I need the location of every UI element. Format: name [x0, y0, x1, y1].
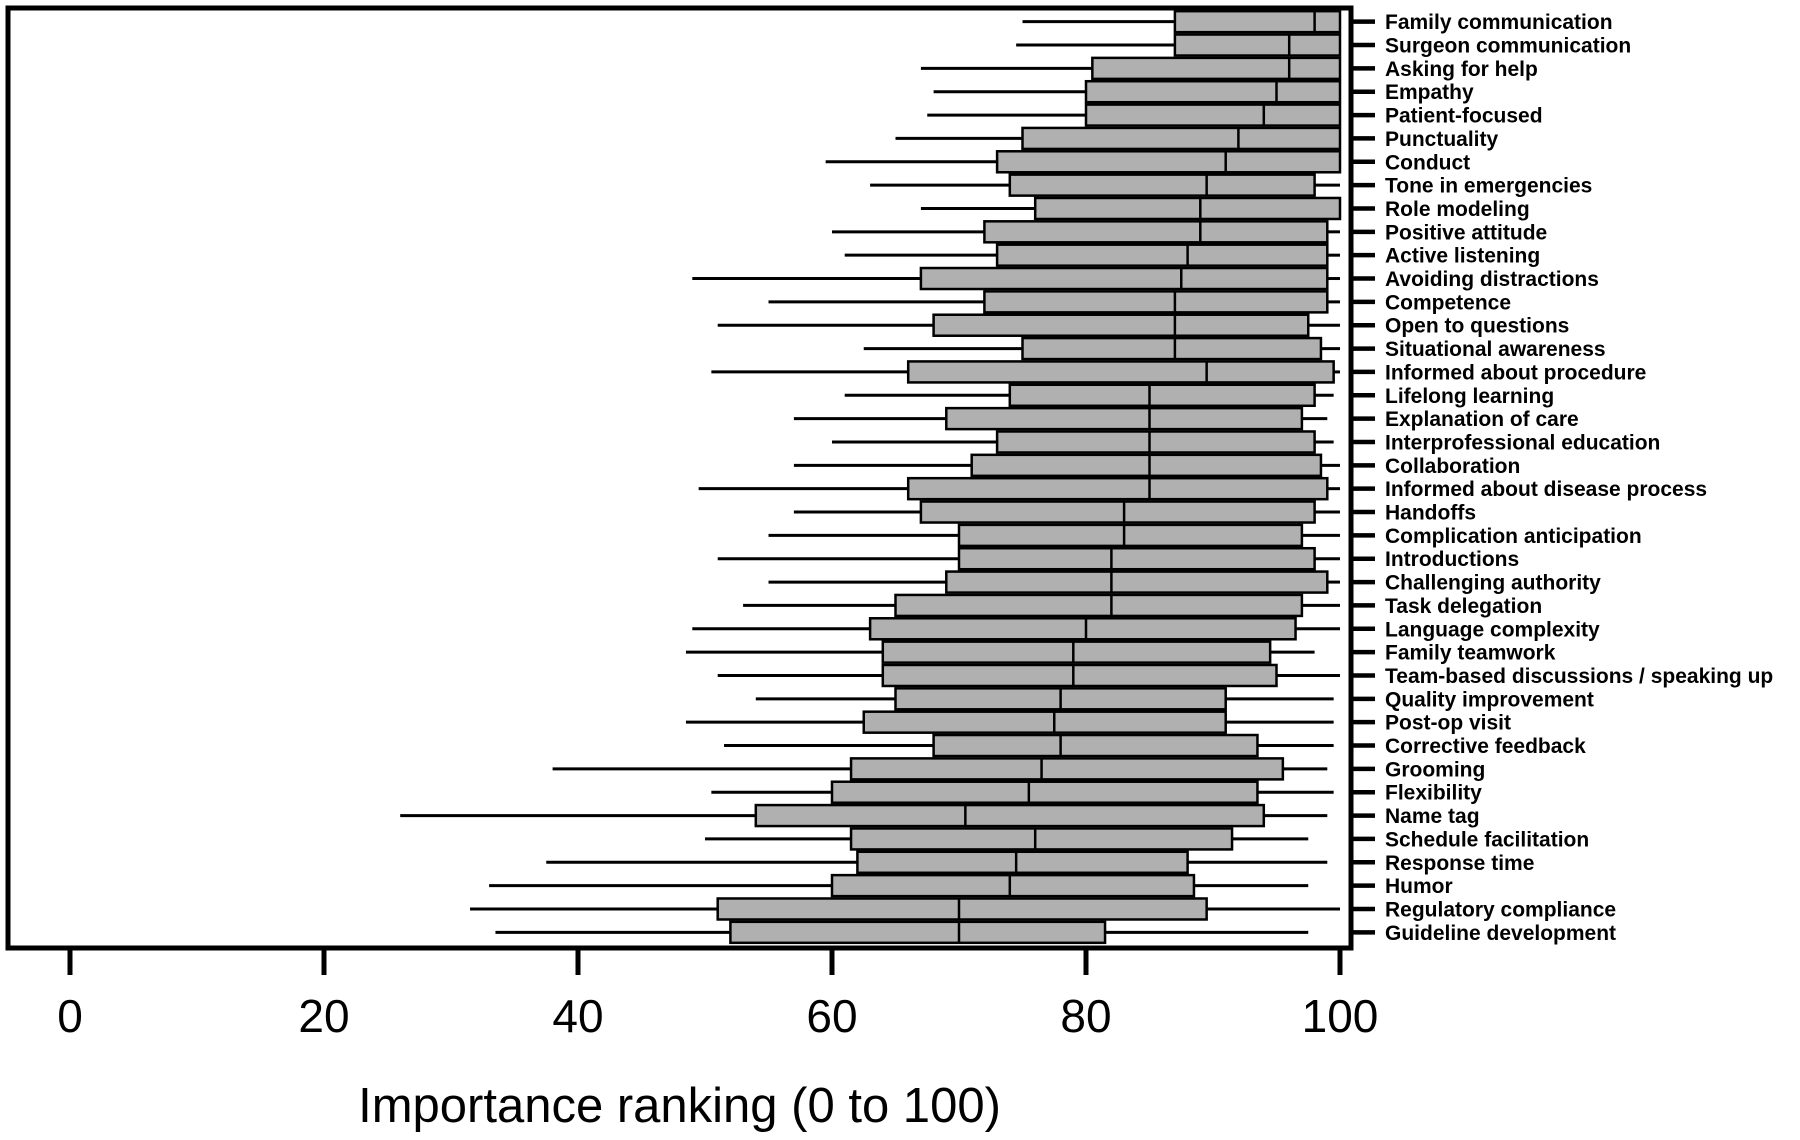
category-label: Quality improvement [1385, 688, 1594, 711]
iqr-box [1084, 103, 1342, 127]
x-tick-label: 0 [57, 990, 83, 1042]
category-label: Informed about disease process [1385, 478, 1707, 501]
category-label: Handoffs [1385, 502, 1476, 525]
category-label: Name tag [1385, 805, 1480, 828]
category-label: Empathy [1385, 81, 1474, 104]
category-label: Surgeon communication [1385, 35, 1631, 58]
category-label: Lifelong learning [1385, 385, 1554, 408]
category-label: Asking for help [1385, 58, 1538, 81]
iqr-box [1021, 336, 1323, 361]
iqr-box [1008, 383, 1316, 408]
iqr-box [970, 453, 1323, 478]
iqr-box [1091, 56, 1342, 81]
category-label: Task delegation [1385, 595, 1542, 618]
iqr-box [856, 850, 1189, 875]
iqr-box [906, 476, 1329, 501]
iqr-box [716, 897, 1208, 921]
iqr-box [881, 663, 1278, 688]
iqr-box [957, 523, 1304, 548]
category-label: Active listening [1385, 245, 1540, 268]
category-label: Corrective feedback [1385, 735, 1586, 758]
iqr-box [830, 780, 1259, 804]
x-tick-label: 80 [1060, 990, 1111, 1042]
iqr-box [906, 360, 1335, 384]
category-label: Competence [1385, 291, 1511, 314]
category-label: Family communication [1385, 11, 1613, 34]
iqr-box [894, 593, 1304, 618]
category-label: Introductions [1385, 548, 1519, 571]
iqr-box [995, 243, 1329, 267]
iqr-box [881, 640, 1272, 664]
category-label: Explanation of care [1385, 408, 1579, 431]
x-tick-label: 100 [1302, 990, 1379, 1042]
category-label: Situational awareness [1385, 338, 1606, 361]
iqr-box [1173, 9, 1342, 34]
x-tick-label: 40 [552, 990, 603, 1042]
category-label: Collaboration [1385, 455, 1520, 478]
iqr-box [919, 500, 1316, 524]
iqr-box [729, 920, 1107, 945]
iqr-box [1021, 126, 1342, 151]
category-label: Avoiding distractions [1385, 268, 1599, 291]
iqr-box [983, 220, 1329, 244]
iqr-box [754, 803, 1266, 828]
iqr-box [849, 757, 1285, 781]
category-label: Patient-focused [1385, 105, 1543, 128]
category-label: Humor [1385, 875, 1453, 898]
category-label: Grooming [1385, 758, 1485, 781]
iqr-box [957, 546, 1316, 571]
category-label: Response time [1385, 852, 1534, 875]
category-label: Guideline development [1385, 922, 1616, 945]
iqr-box [830, 873, 1196, 898]
category-label: Regulatory compliance [1385, 898, 1616, 921]
category-label: Open to questions [1385, 315, 1569, 338]
iqr-box [919, 266, 1329, 291]
category-label: Family teamwork [1385, 642, 1556, 665]
iqr-box [1173, 33, 1342, 57]
x-tick-label: 60 [806, 990, 857, 1042]
category-label: Interprofessional education [1385, 431, 1660, 454]
category-label: Post-op visit [1385, 712, 1511, 735]
iqr-box [1084, 79, 1342, 104]
category-label: Language complexity [1385, 618, 1600, 641]
iqr-box [932, 313, 1310, 337]
iqr-box [932, 733, 1259, 758]
category-label: Team-based discussions / speaking up [1385, 665, 1773, 688]
category-label: Informed about procedure [1385, 361, 1646, 384]
category-label: Punctuality [1385, 128, 1499, 151]
iqr-box [995, 150, 1342, 174]
category-label: Complication anticipation [1385, 525, 1642, 548]
iqr-box [849, 827, 1234, 851]
category-label: Positive attitude [1385, 221, 1547, 244]
category-label: Conduct [1385, 151, 1470, 174]
iqr-box [862, 710, 1227, 734]
iqr-box [945, 406, 1304, 431]
category-label: Role modeling [1385, 198, 1530, 221]
iqr-box [945, 570, 1329, 594]
x-axis-title: Importance ranking (0 to 100) [358, 1079, 1001, 1133]
plot-frame [5, 5, 1354, 951]
category-label: Schedule facilitation [1385, 828, 1589, 851]
category-label: Flexibility [1385, 782, 1482, 805]
category-label: Challenging authority [1385, 572, 1601, 595]
iqr-box [1008, 173, 1316, 197]
category-label: Tone in emergencies [1385, 175, 1592, 198]
iqr-box [1033, 196, 1342, 221]
iqr-box [983, 290, 1329, 314]
iqr-box [995, 430, 1316, 454]
x-tick-label: 20 [298, 990, 349, 1042]
iqr-box [868, 617, 1297, 641]
